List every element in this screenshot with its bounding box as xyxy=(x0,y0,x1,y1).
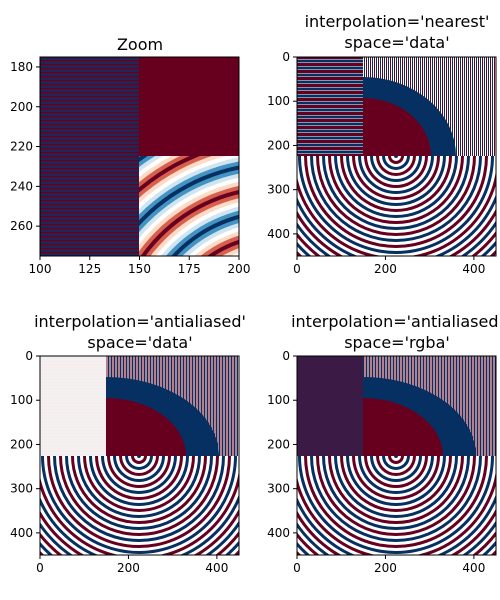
aa-data-axes: 0 200 400 0 100 200 300 400 xyxy=(10,349,228,575)
ring-band xyxy=(391,456,401,461)
y-tick-label: 180 xyxy=(10,60,33,74)
nearest-red-half-disk xyxy=(363,98,431,156)
aa-data-image xyxy=(40,356,239,555)
y-tick-label: 100 xyxy=(10,393,33,407)
aa-data-concentric-rings xyxy=(40,456,239,555)
y-tick-label: 100 xyxy=(267,94,290,108)
nearest-frame xyxy=(296,56,497,257)
y-tick-label: 400 xyxy=(267,526,290,540)
y-tick-label: 0 xyxy=(282,349,290,363)
ring-band xyxy=(394,156,398,158)
aa-rgba-concentric-rings xyxy=(297,456,496,555)
zoom-stripes-region xyxy=(40,57,140,256)
x-tick-label: 175 xyxy=(178,262,201,276)
panel-zoom-title: Zoom xyxy=(117,35,163,54)
aa-data-red-half-disk xyxy=(106,398,186,456)
x-tick-label: 0 xyxy=(293,561,301,575)
y-tick-label: 240 xyxy=(10,179,33,193)
ring-band xyxy=(391,156,401,161)
nearest-concentric-rings xyxy=(297,156,496,256)
panel-aa-rgba-title-line1: interpolation='antialiased' xyxy=(291,312,500,331)
panel-nearest-title-line1: interpolation='nearest' xyxy=(305,12,490,31)
x-tick-label: 150 xyxy=(128,262,151,276)
zoom-image xyxy=(40,57,239,256)
y-tick-label: 100 xyxy=(267,393,290,407)
aa-rgba-red-half-disk xyxy=(363,398,443,456)
y-tick-label: 200 xyxy=(10,100,33,114)
y-tick-label: 300 xyxy=(267,183,290,197)
aa-rgba-frame xyxy=(296,355,497,556)
x-tick-label: 200 xyxy=(374,561,397,575)
x-tick-label: 0 xyxy=(36,561,44,575)
y-tick-label: 0 xyxy=(282,50,290,64)
y-tick-label: 300 xyxy=(10,482,33,496)
zoom-red-region xyxy=(139,57,239,157)
zoom-axes: 100 125 150 175 200 180 200 220 240 260 xyxy=(10,60,250,276)
y-tick-label: 200 xyxy=(10,437,33,451)
nearest-axes: 0 200 400 0 100 200 300 400 xyxy=(267,50,485,276)
x-tick-label: 0 xyxy=(293,262,301,276)
y-tick-label: 400 xyxy=(267,227,290,241)
nearest-image xyxy=(297,57,496,256)
aa-rgba-axes: 0 200 400 0 100 200 300 400 xyxy=(267,349,485,575)
panel-antialiased-data: interpolation='antialiased' space='data'… xyxy=(10,312,246,575)
x-tick-label: 125 xyxy=(78,262,101,276)
zoom-ring-arcs xyxy=(139,156,239,256)
panel-aa-data-title-line2: space='data' xyxy=(87,333,192,352)
zoom-ring-band xyxy=(230,252,239,256)
x-tick-label: 200 xyxy=(228,262,251,276)
y-tick-label: 200 xyxy=(267,437,290,451)
y-tick-label: 220 xyxy=(10,140,33,154)
aa-data-frame xyxy=(39,355,240,556)
panel-zoom: Zoom 100 125 150 175 200 180 200 220 240 260 xyxy=(10,35,250,276)
y-tick-label: 260 xyxy=(10,219,33,233)
x-tick-label: 400 xyxy=(205,561,228,575)
panel-nearest-title-line2: space='data' xyxy=(344,33,449,52)
y-tick-label: 300 xyxy=(267,482,290,496)
y-tick-label: 400 xyxy=(10,526,33,540)
ring-band xyxy=(137,456,141,458)
x-tick-label: 400 xyxy=(462,561,485,575)
x-tick-label: 400 xyxy=(462,262,485,276)
ring-band xyxy=(394,456,398,458)
y-tick-label: 0 xyxy=(25,349,33,363)
panel-antialiased-rgba: interpolation='antialiased' space='rgba'… xyxy=(267,312,500,575)
x-tick-label: 200 xyxy=(374,262,397,276)
x-tick-label: 100 xyxy=(29,262,52,276)
y-tick-label: 200 xyxy=(267,138,290,152)
aa-rgba-image xyxy=(297,356,496,555)
panel-nearest: interpolation='nearest' space='data' 0 20… xyxy=(267,12,497,276)
panel-aa-rgba-title-line2: space='rgba' xyxy=(344,333,450,352)
x-tick-label: 200 xyxy=(117,561,140,575)
zoom-ring-band xyxy=(221,248,239,256)
ring-band xyxy=(134,456,144,461)
panel-aa-data-title-line1: interpolation='antialiased' xyxy=(34,312,246,331)
